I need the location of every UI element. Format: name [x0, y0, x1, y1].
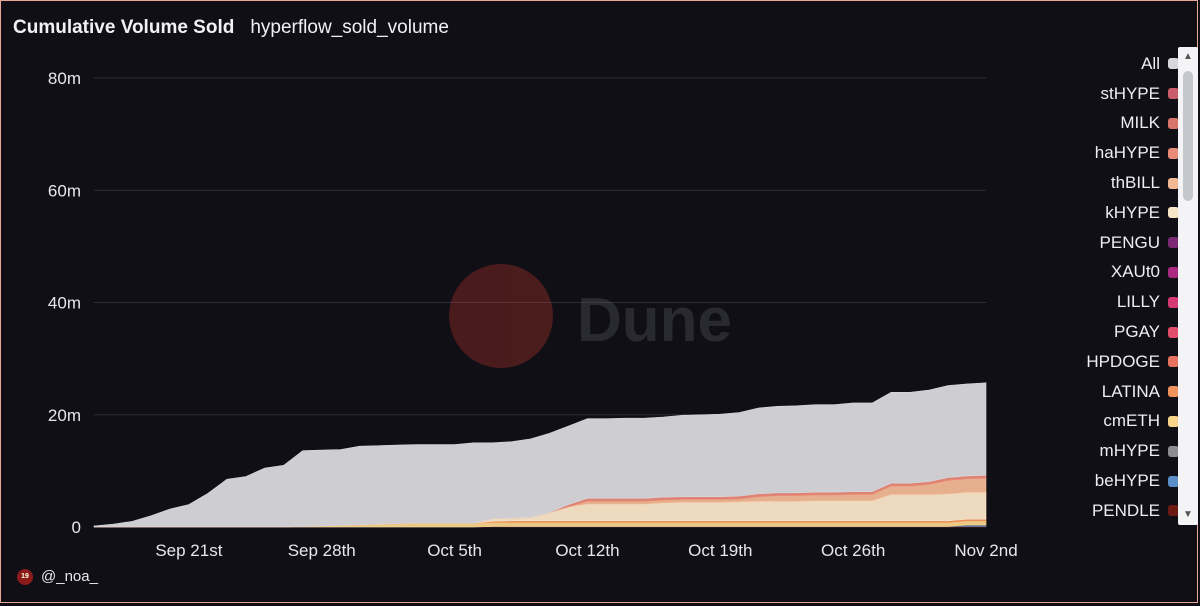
legend-item[interactable]: thBILL — [1051, 168, 1181, 198]
legend-item[interactable]: LILLY — [1051, 287, 1181, 317]
legend-swatch — [1168, 88, 1179, 100]
legend-label: mHYPE — [1099, 441, 1160, 461]
x-tick-label: Oct 19th — [688, 541, 752, 560]
legend-item[interactable]: PENDLE — [1051, 496, 1181, 521]
legend-label: PENGU — [1099, 232, 1160, 252]
x-tick-label: Nov 2nd — [954, 541, 1017, 560]
legend-label: PGAY — [1114, 322, 1160, 342]
legend-swatch — [1168, 415, 1179, 427]
scroll-down-icon[interactable]: ▼ — [1183, 509, 1193, 520]
legend-label: kHYPE — [1105, 202, 1160, 222]
legend[interactable]: All stHYPE MILK haHYPE thBILL kHYPE PENGU XAUt0… — [1051, 49, 1181, 521]
y-tick-label: 20m — [48, 406, 81, 425]
legend-item[interactable]: XAUt0 — [1051, 258, 1181, 288]
legend-label: MILK — [1120, 113, 1160, 133]
y-tick-label: 60m — [48, 181, 81, 200]
legend-swatch — [1168, 117, 1179, 129]
legend-item[interactable]: PGAY — [1051, 317, 1181, 347]
legend-item[interactable]: stHYPE — [1051, 79, 1181, 109]
legend-label: PENDLE — [1091, 500, 1160, 520]
legend-swatch — [1168, 177, 1179, 189]
y-tick-label: 80m — [48, 69, 81, 88]
legend-label: HPDOGE — [1086, 351, 1160, 371]
legend-item[interactable]: mHYPE — [1051, 436, 1181, 466]
legend-item[interactable]: beHYPE — [1051, 466, 1181, 496]
legend-label: LATINA — [1101, 381, 1160, 401]
legend-label: stHYPE — [1100, 83, 1160, 103]
legend-swatch — [1168, 326, 1179, 338]
x-tick-label: Sep 28th — [288, 541, 356, 560]
scroll-thumb[interactable] — [1183, 71, 1193, 201]
legend-swatch — [1168, 58, 1179, 70]
footer: 19 @_noa_ — [17, 568, 98, 585]
legend-label: thBILL — [1110, 173, 1160, 193]
author-avatar[interactable]: 19 — [17, 568, 33, 585]
watermark-text: Dune — [577, 286, 732, 355]
legend-label: cmETH — [1103, 411, 1160, 431]
legend-scrollbar[interactable]: ▲ ▼ — [1178, 47, 1198, 525]
dune-logo-icon — [449, 264, 553, 368]
legend-swatch — [1168, 207, 1179, 219]
legend-item[interactable]: PENGU — [1051, 228, 1181, 258]
legend-item[interactable]: MILK — [1051, 109, 1181, 139]
legend-item[interactable]: kHYPE — [1051, 198, 1181, 228]
legend-swatch — [1168, 386, 1179, 398]
y-tick-label: 40m — [48, 294, 81, 313]
legend-swatch — [1168, 296, 1179, 308]
legend-item[interactable]: HPDOGE — [1051, 347, 1181, 377]
legend-label: beHYPE — [1094, 471, 1160, 491]
legend-item[interactable]: All — [1051, 49, 1181, 79]
legend-swatch — [1168, 356, 1179, 368]
query-name[interactable]: hyperflow_sold_volume — [250, 17, 449, 38]
x-tick-label: Sep 21st — [155, 541, 222, 560]
legend-swatch — [1168, 475, 1179, 487]
legend-label: LILLY — [1116, 292, 1160, 312]
legend-swatch — [1168, 237, 1179, 249]
legend-swatch — [1168, 445, 1179, 457]
x-tick-label: Oct 12th — [555, 541, 619, 560]
legend-label: XAUt0 — [1110, 262, 1160, 282]
legend-swatch — [1168, 147, 1179, 159]
legend-swatch — [1168, 266, 1179, 278]
area-series-all — [93, 382, 987, 528]
legend-item[interactable]: cmETH — [1051, 407, 1181, 437]
title-bar: Cumulative Volume Sold hyperflow_sold_vo… — [13, 17, 449, 43]
dune-watermark: Dune — [449, 264, 732, 368]
legend-label: All — [1141, 53, 1160, 73]
chart-title: Cumulative Volume Sold — [13, 17, 235, 38]
author-name[interactable]: @_noa_ — [41, 568, 98, 585]
legend-swatch — [1168, 505, 1179, 517]
x-tick-label: Oct 5th — [427, 541, 482, 560]
x-tick-label: Oct 26th — [821, 541, 885, 560]
legend-item[interactable]: LATINA — [1051, 377, 1181, 407]
legend-label: haHYPE — [1094, 143, 1160, 163]
scroll-up-icon[interactable]: ▲ — [1183, 51, 1193, 62]
legend-item[interactable]: haHYPE — [1051, 138, 1181, 168]
y-tick-label: 0 — [72, 518, 81, 537]
